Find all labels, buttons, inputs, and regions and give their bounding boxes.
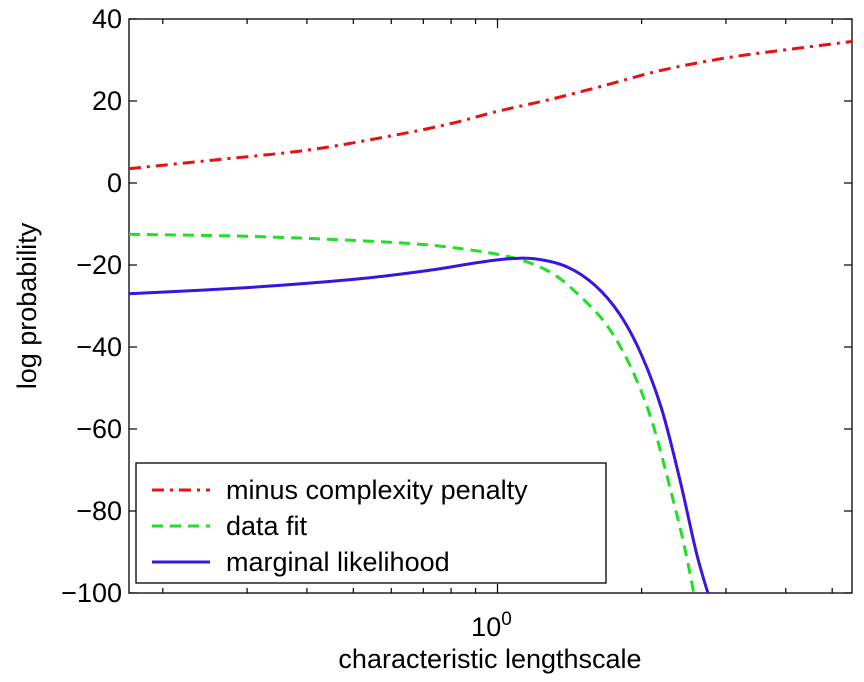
x-axis-label: characteristic lengthscale <box>338 644 641 674</box>
y-tick-label: −40 <box>76 332 122 362</box>
y-tick-label: 20 <box>92 86 122 116</box>
legend-box <box>135 462 607 584</box>
y-tick-label: 0 <box>107 168 122 198</box>
x-axis-ticks: 100 <box>162 19 833 642</box>
y-tick-label: 40 <box>92 4 122 34</box>
y-tick-label: −60 <box>76 414 122 444</box>
x-tick-label: 100 <box>471 609 512 642</box>
legend-label: data fit <box>226 511 308 541</box>
plot-area: 40 20 0 −20 −40 −60 −80 −100 100 <box>61 4 853 642</box>
series-line-2 <box>129 232 696 593</box>
series-line-3 <box>129 256 710 593</box>
y-axis-ticks: 40 20 0 −20 −40 −60 −80 −100 <box>61 4 852 608</box>
legend: minus complexity penalty data fit marginal… <box>135 462 607 584</box>
legend-label: marginal likelihood <box>226 547 450 577</box>
y-tick-label: −80 <box>76 496 122 526</box>
series-line-1 <box>129 40 852 171</box>
axes-box <box>128 18 853 594</box>
y-tick-label: −20 <box>76 250 122 280</box>
legend-label: minus complexity penalty <box>226 475 528 505</box>
y-tick-label: −100 <box>61 578 122 608</box>
y-axis-label: log probability <box>12 222 42 389</box>
series-layer <box>129 40 852 593</box>
